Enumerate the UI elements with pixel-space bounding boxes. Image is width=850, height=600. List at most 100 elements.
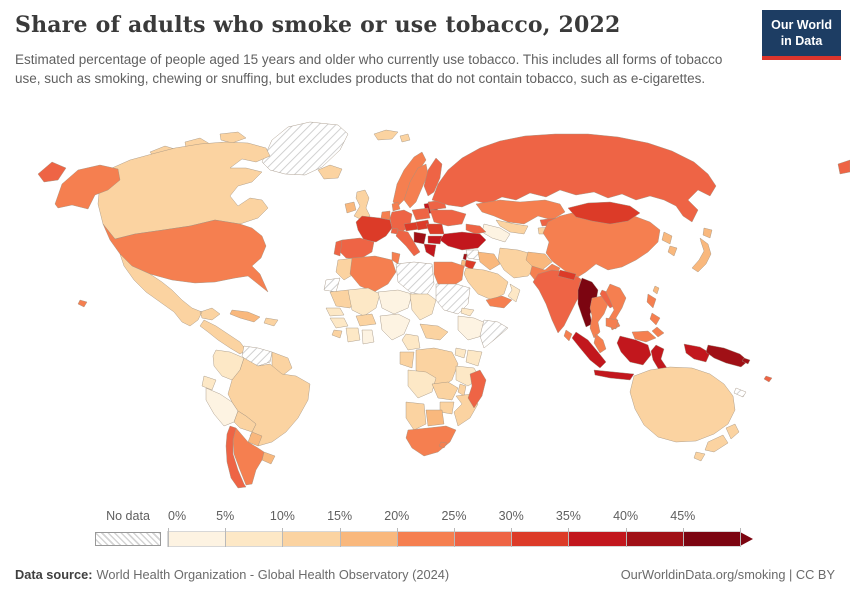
country-cuba[interactable] [229,309,261,323]
country-mexico[interactable] [119,253,221,327]
country-ireland[interactable] [344,201,357,214]
country-brazil[interactable] [227,357,311,447]
country-romania[interactable] [425,223,445,235]
country-caucasus[interactable] [465,223,487,235]
country-ukraine[interactable] [429,209,467,227]
country-serbia-bosnia[interactable] [413,231,427,245]
country-mali[interactable] [347,287,381,317]
country-central-african-republic[interactable] [419,323,449,341]
legend-bin-30-35%[interactable] [511,532,569,546]
country-congo[interactable] [399,351,415,369]
country-lesotho[interactable] [438,441,448,449]
country-central-america[interactable] [199,319,247,355]
country-iceland[interactable] [317,164,343,180]
legend-bin-25-30%[interactable] [453,532,512,546]
country-new-zealand[interactable] [704,423,740,453]
country-indonesia[interactable] [571,331,711,381]
country-united-kingdom[interactable] [353,189,371,221]
country-hawaii[interactable] [77,299,88,308]
country-zimbabwe[interactable] [439,401,455,415]
country-russia[interactable] [431,133,717,223]
country-zambia[interactable] [431,381,459,401]
country-fiji[interactable] [763,375,773,383]
country-senegal[interactable] [325,307,345,317]
country-poland[interactable] [411,207,431,221]
country-iran[interactable] [497,247,537,279]
country-malawi[interactable] [457,383,467,397]
country-new-caledonia[interactable] [733,387,747,398]
country-greece[interactable] [423,243,437,258]
country-turkey[interactable] [439,231,487,251]
country-mongolia[interactable] [567,201,641,225]
country-chile[interactable] [225,425,247,489]
country-yemen[interactable] [485,295,513,309]
country-oman[interactable] [507,283,521,303]
country-greenland[interactable] [261,121,349,176]
country-solomon-islands[interactable] [741,357,751,365]
country-niger[interactable] [377,289,413,315]
country-uzbekistan[interactable] [495,219,529,235]
country-iraq[interactable] [477,251,501,271]
owid-logo[interactable]: Our World in Data [762,10,841,60]
country-hispaniola[interactable] [263,317,279,327]
legend-bin-40-45%[interactable] [625,532,683,546]
country-guinea[interactable] [329,317,349,329]
country-malaysia[interactable] [593,330,657,354]
country-tunisia[interactable] [391,251,401,265]
country-south-africa[interactable] [405,425,457,457]
country-bulgaria[interactable] [427,235,443,245]
country-thailand[interactable] [589,295,609,339]
country-svalbard[interactable] [373,129,411,143]
country-algeria[interactable] [349,255,397,293]
country-finland[interactable] [423,157,443,197]
country-syria[interactable] [465,249,481,261]
country-portugal[interactable] [333,239,343,257]
country-alaska[interactable] [54,164,121,210]
country-uganda[interactable] [454,347,467,359]
country-north-korea[interactable] [661,231,673,245]
legend-bin-5-10%[interactable] [225,532,283,546]
country-uruguay[interactable] [261,451,276,465]
legend-bin-20-25%[interactable] [396,532,454,546]
country-eritrea[interactable] [460,307,475,317]
country-madagascar[interactable] [467,369,487,409]
country-paraguay[interactable] [247,431,263,447]
country-nigeria[interactable] [379,313,411,341]
country-somalia[interactable] [479,319,509,349]
legend-bin-0-5%[interactable] [168,532,226,546]
country-angola[interactable] [407,369,437,399]
country-taiwan[interactable] [652,285,660,295]
country-papua-new-guinea[interactable] [705,344,749,368]
country-norway[interactable] [392,151,427,207]
legend-bin-15-20%[interactable] [339,532,397,546]
country-western-sahara[interactable] [323,277,341,293]
country-saudi-arabia[interactable] [463,267,509,301]
country-france[interactable] [355,215,393,243]
country-ghana[interactable] [361,329,375,345]
country-spain[interactable] [337,237,375,260]
country-lebanon[interactable] [462,253,468,261]
legend-bin-35-40%[interactable] [568,532,626,546]
country-libya[interactable] [395,261,435,297]
country-namibia[interactable] [405,401,427,431]
country-sri-lanka[interactable] [563,329,573,342]
country-cote-divoire[interactable] [345,327,361,343]
legend-bin-45%+[interactable] [682,532,740,546]
country-cambodia[interactable] [605,317,619,330]
country-burkina-faso[interactable] [355,313,377,327]
country-canada[interactable] [97,141,271,240]
attribution-link[interactable]: OurWorldinData.org/smoking | CC BY [620,567,835,582]
country-botswana[interactable] [425,409,445,427]
country-kenya[interactable] [465,349,483,367]
country-chad[interactable] [409,293,437,321]
country-italy[interactable] [395,229,421,257]
country-australia[interactable] [629,366,736,462]
country-russia-east-fragment[interactable] [837,159,850,175]
country-denmark[interactable] [391,201,401,212]
country-philippines[interactable] [646,293,665,338]
country-argentina[interactable] [232,427,265,486]
country-sierra-leone[interactable] [331,329,343,339]
no-data-swatch[interactable] [95,532,161,546]
country-japan[interactable] [691,227,713,273]
country-cameroon[interactable] [401,333,421,351]
